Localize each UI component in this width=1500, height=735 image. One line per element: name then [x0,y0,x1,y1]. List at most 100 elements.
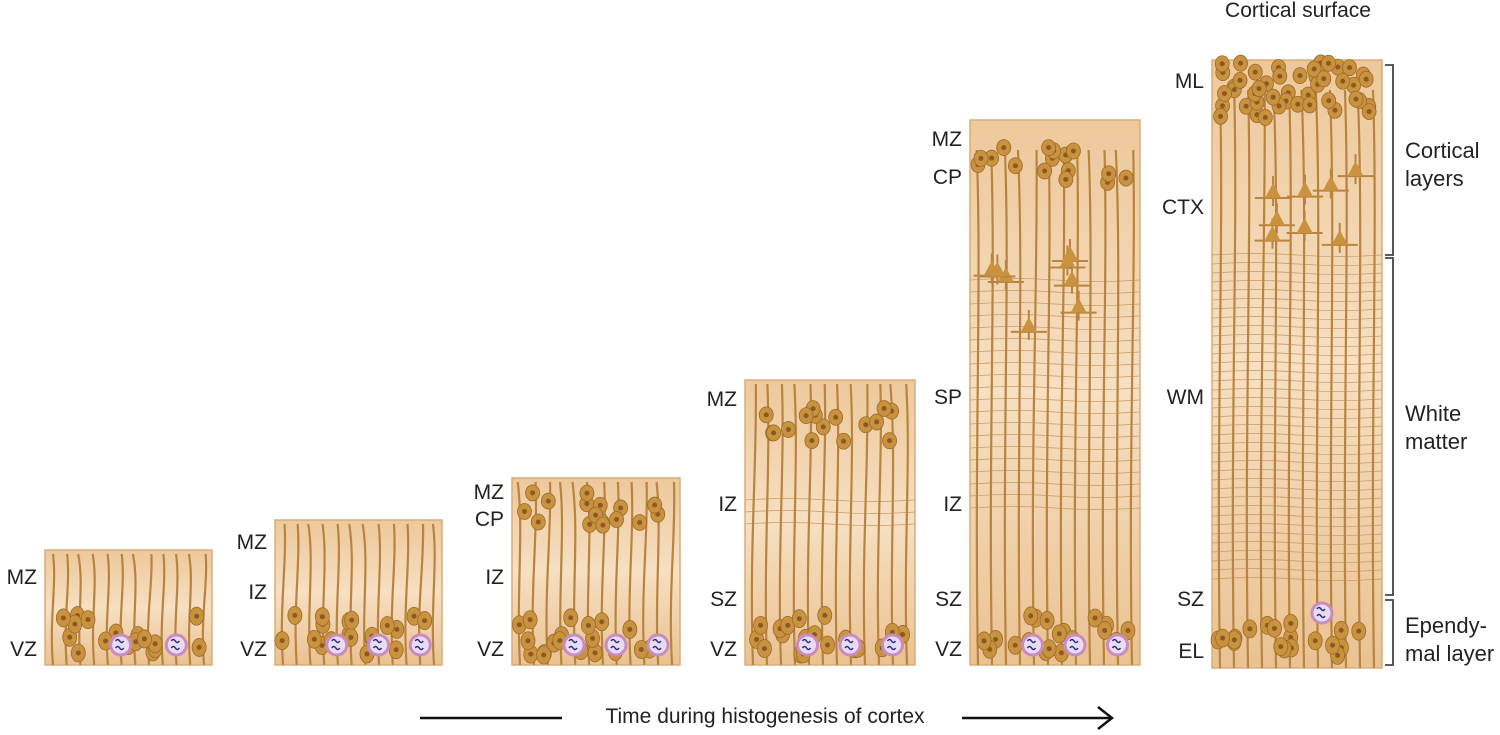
pyramidal-neuron [997,267,1014,283]
cell-nucleus [637,520,643,526]
cell-nucleus [761,645,767,651]
mitotic-cell [1310,601,1334,625]
axon-fiber [1211,316,1383,320]
axon-fiber [1211,334,1383,338]
zone-label: SP [933,386,962,409]
radial-glia-fiber [1217,89,1223,669]
radial-glia-fiber [862,383,869,666]
cell-nucleus [1326,98,1332,104]
cell-nucleus [319,614,325,620]
cell-nucleus [763,412,769,418]
mitotic-cell [796,633,819,657]
axon-fiber [969,278,1141,282]
cell-nucleus [72,621,78,627]
axon-fiber [1211,352,1383,356]
zone-label: SZ [1177,588,1204,611]
cell-nucleus [1220,635,1226,641]
axon-fiber [969,398,1141,402]
tissue-panel-1 [44,549,213,666]
bracket-1 [1385,64,1394,256]
radial-glia-fiber [1272,89,1278,669]
cell-nucleus [530,490,536,496]
chromosomes [1316,606,1326,619]
axon-fiber [1211,496,1383,500]
radial-glia-fiber [989,149,994,666]
cell-nucleus [1001,145,1007,151]
cell-nucleus [141,636,147,642]
zone-label: IZ [943,493,962,516]
cell-nucleus [887,438,893,444]
cell-nucleus [1297,73,1303,79]
cell-nucleus [593,512,599,518]
axon-fiber [1211,442,1383,446]
radial-glia-fiber [404,523,410,666]
axon-fiber [1211,415,1383,419]
cell-nucleus [1044,617,1050,623]
cell-nucleus [1012,163,1018,169]
cell-nucleus [1276,103,1282,109]
radial-glia-fiber [1287,89,1292,669]
axon-fiber [1211,478,1383,482]
cell-nucleus [1340,78,1346,84]
cell-nucleus [1219,61,1225,67]
axon-fiber [969,446,1141,450]
zone-label: CTX [1162,196,1204,219]
axon-fiber [969,470,1141,474]
radial-glia-fiber [1031,149,1038,666]
zone-label: VZ [240,638,267,661]
radial-glia-fiber [516,481,522,666]
axon-fiber [1211,460,1383,464]
cell-nucleus [545,498,551,504]
axon-fiber [969,458,1141,462]
cell-nucleus [1220,103,1226,109]
axon-fiber [1211,406,1383,410]
cell-nucleus [311,636,317,642]
chromosomes [1111,638,1122,651]
axon-fiber [744,498,916,502]
radial-glia-fiber [1231,89,1237,669]
cell-nucleus [590,635,596,641]
pyramidal-neuron [1070,297,1087,313]
mitotic-cell [1106,633,1129,657]
zone-label: EL [1178,640,1204,663]
cell-nucleus [1278,644,1284,650]
axon-fiber [1211,487,1383,491]
cell-nucleus [863,422,869,428]
axon-fiber [1211,370,1383,374]
chromosomes [844,638,854,651]
cell-nucleus [1125,628,1131,634]
axon-fiber [969,482,1141,486]
mitotic-cell [646,633,670,657]
pyramidal-neuron [1020,316,1037,332]
zone-label: MZ [931,128,962,151]
radial-glia-fiber [1073,149,1079,666]
axon-fiber [1211,343,1383,347]
cell-nucleus [292,612,298,618]
tissue-background [969,119,1141,666]
axon-fiber [969,506,1141,510]
cell-nucleus [85,617,91,623]
bracket-label-white-matter: White matter [1405,401,1468,454]
axon-fiber [1211,361,1383,365]
mitotic-cell [408,633,432,657]
cell-nucleus [75,650,81,656]
cell-nucleus [1237,77,1243,83]
chromosomes [886,638,897,651]
mitotic-cell [562,633,586,657]
cell-nucleus [1252,69,1258,75]
axon-fiber [1211,541,1383,545]
radial-glia-fiber [50,553,56,666]
zone-label: ML [1174,70,1204,93]
pyramidal-neuron [1296,218,1313,234]
cell-nucleus [585,622,591,628]
cell-nucleus [1270,94,1276,100]
tissue-panel-4 [744,379,916,666]
pyramidal-neuron [1063,270,1080,286]
radial-glia-fiber [1371,89,1376,669]
pyramidal-neuron [1264,225,1281,241]
cell-nucleus [1363,76,1369,82]
cell-nucleus [394,626,400,632]
cell-nucleus [989,155,995,161]
radial-glia-fiber [1045,149,1051,666]
cell-nucleus [411,613,417,619]
